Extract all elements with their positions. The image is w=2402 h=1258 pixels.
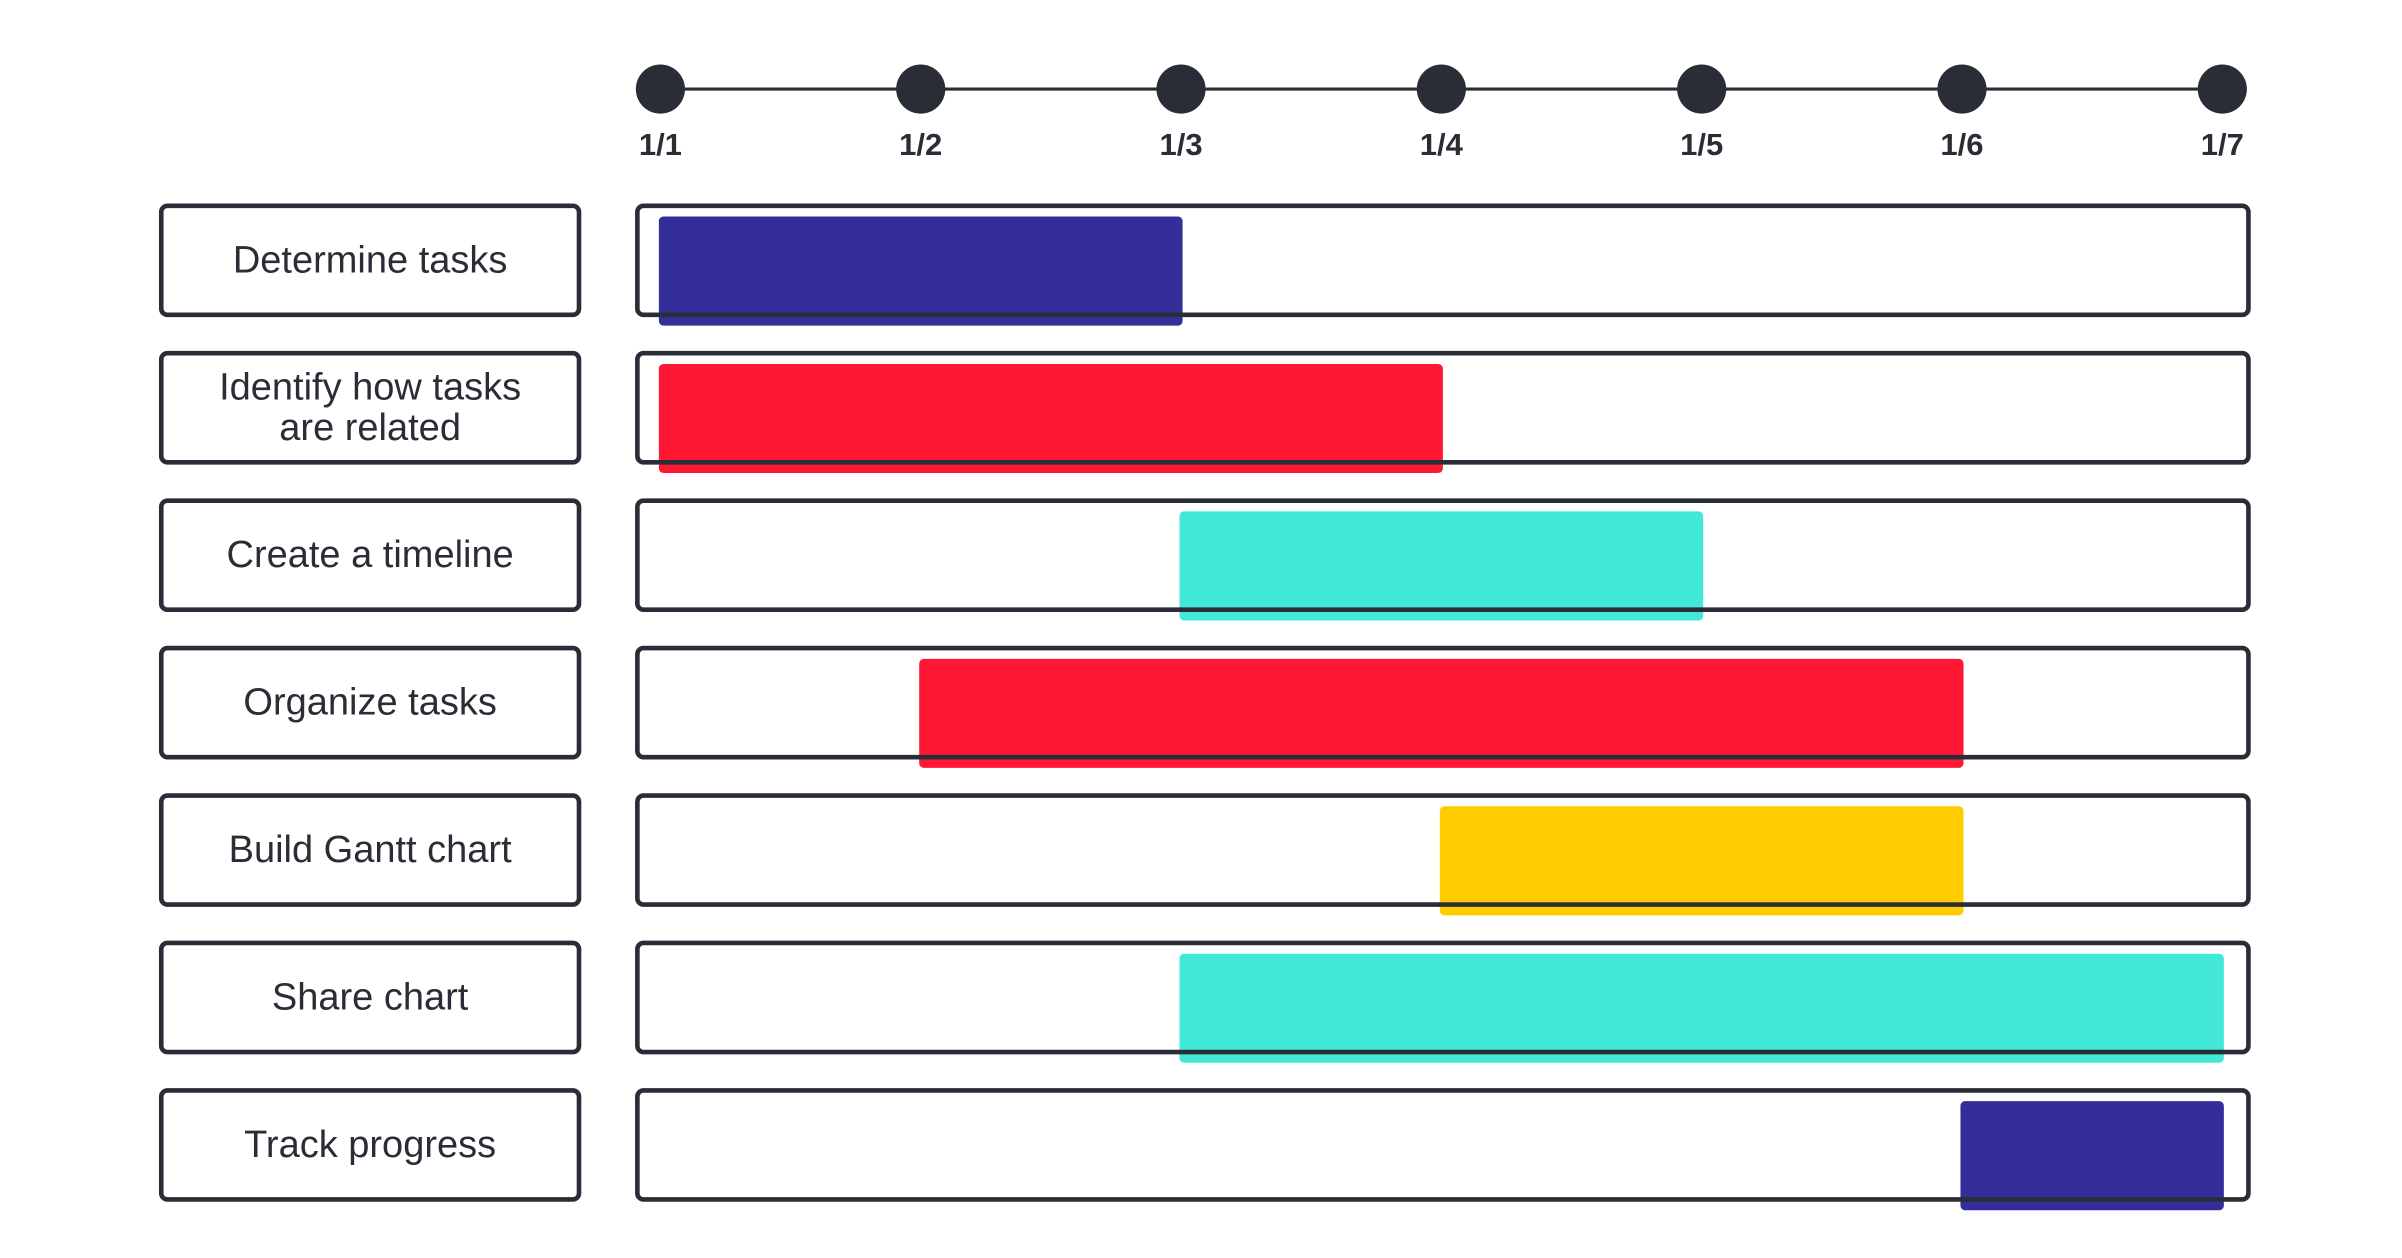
task-name-label: Identify how tasks — [219, 366, 521, 408]
timeline-tick-dot — [1416, 64, 1466, 114]
timeline-tick-label: 1/7 — [2201, 127, 2244, 162]
task-track — [635, 350, 2251, 465]
task-name-box — [158, 1088, 582, 1202]
task-bar — [658, 363, 1443, 474]
task-name-box — [158, 350, 582, 465]
task-bar — [1439, 806, 1964, 916]
task-track — [635, 645, 2251, 760]
task-name-label: Create a timeline — [227, 534, 514, 576]
task-name-label: Track progress — [244, 1124, 496, 1166]
task-track — [635, 203, 2251, 318]
task-name-box — [158, 203, 582, 318]
task-track — [635, 940, 2251, 1055]
task-bar — [1179, 511, 1704, 621]
timeline-tick-dot — [1677, 64, 1727, 114]
timeline-tick-dot — [896, 64, 946, 114]
task-name-label: Determine tasks — [233, 239, 508, 281]
timeline-tick-label: 1/3 — [1159, 127, 1202, 162]
timeline-tick-dot — [1156, 64, 1206, 114]
timeline-tick-dot — [1937, 64, 1987, 114]
timeline-tick-dot — [635, 64, 685, 114]
task-bar — [1960, 1101, 2224, 1211]
task-bar — [1179, 953, 2224, 1063]
task-name-box — [158, 793, 582, 907]
task-track — [635, 498, 2251, 613]
task-track — [635, 1088, 2251, 1202]
task-name-box — [158, 645, 582, 760]
task-track — [635, 793, 2251, 907]
timeline-tick-label: 1/6 — [1940, 127, 1983, 162]
task-bar — [658, 216, 1183, 326]
task-name-box — [158, 940, 582, 1055]
task-bar — [919, 658, 1964, 768]
timeline-tick-dot — [2197, 64, 2247, 114]
task-name-label: Organize tasks — [243, 682, 496, 724]
task-name-label: Share chart — [272, 977, 469, 1019]
task-name-box — [158, 498, 582, 613]
timeline-tick-label: 1/4 — [1420, 127, 1464, 162]
timeline-tick-label: 1/1 — [639, 127, 682, 162]
task-name-label: are related — [279, 407, 461, 449]
timeline-tick-label: 1/2 — [899, 127, 942, 162]
timeline-tick-label: 1/5 — [1680, 127, 1723, 162]
task-name-label: Build Gantt chart — [229, 829, 512, 871]
